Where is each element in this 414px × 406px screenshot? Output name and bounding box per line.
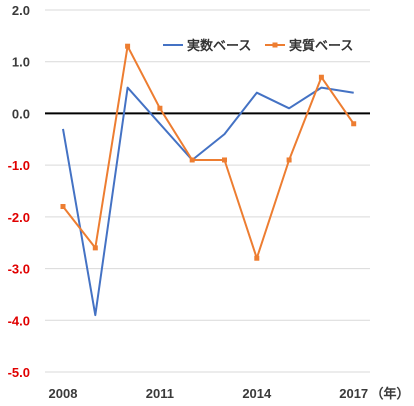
data-point (286, 157, 292, 163)
series-layer (60, 43, 357, 317)
legend-label-2: 実質ベース (289, 38, 353, 54)
y-tick-label: -1.0 (8, 158, 30, 173)
y-tick-label: 0.0 (12, 106, 30, 121)
data-point (125, 43, 131, 49)
data-point (189, 157, 195, 163)
x-tick-label: 2014 (242, 386, 272, 401)
y-tick-label: -3.0 (8, 262, 30, 277)
gridlines (45, 9, 370, 373)
y-tick-label: 1.0 (12, 55, 30, 70)
x-tick-label: 2017 (339, 386, 368, 401)
data-point (157, 105, 163, 111)
x-tick-label: 2011 (146, 386, 174, 401)
y-tick-label: -4.0 (8, 313, 30, 328)
data-point (254, 255, 260, 261)
legend: 実数ベース 実質ベース (163, 38, 353, 54)
x-axis-ticks: 2008 2011 2014 2017 (49, 386, 369, 401)
y-tick-label: -2.0 (8, 210, 30, 225)
x-axis-unit-label: （年） (370, 386, 409, 402)
data-point (222, 157, 227, 163)
data-point (92, 245, 98, 251)
data-point (351, 121, 357, 127)
series-line-2 (62, 45, 355, 260)
legend-marker (272, 42, 278, 48)
legend-label-1: 実数ベース (187, 38, 251, 54)
y-tick-label: 2.0 (12, 3, 30, 18)
y-tick-label: -5.0 (8, 365, 30, 380)
y-axis-ticks: 2.0 1.0 0.0 -1.0 -2.0 -3.0 -4.0 -5.0 (8, 3, 30, 380)
data-point (60, 204, 66, 210)
series-line-1 (62, 86, 354, 317)
x-tick-label: 2008 (49, 386, 78, 401)
data-point (318, 74, 324, 80)
